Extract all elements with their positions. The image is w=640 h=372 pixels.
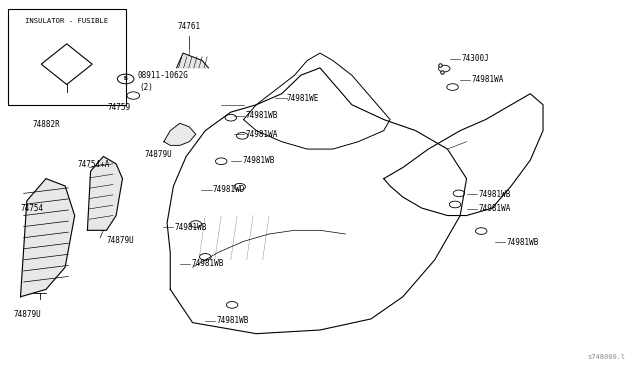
Text: 74981WA: 74981WA [246,130,278,139]
Text: 74879U: 74879U [107,236,134,245]
Text: 74981WB: 74981WB [217,316,249,325]
Text: 74882R: 74882R [32,119,60,129]
Text: 74981WA: 74981WA [472,75,504,84]
Text: (2): (2) [140,83,154,92]
Text: 74981WE: 74981WE [287,94,319,103]
Text: 08911-1062G: 08911-1062G [137,71,188,80]
Text: 74981WD: 74981WD [213,185,245,194]
Text: 74981WB: 74981WB [507,238,539,247]
Text: s748000.l: s748000.l [588,353,626,359]
Text: 74981WB: 74981WB [246,111,278,121]
Text: 74981WB: 74981WB [478,190,511,199]
Polygon shape [164,123,196,145]
Polygon shape [20,179,75,297]
Text: 74754+A: 74754+A [77,160,110,169]
Text: INSULATOR - FUSIBLE: INSULATOR - FUSIBLE [25,18,108,24]
Text: 74300J: 74300J [461,54,489,63]
FancyBboxPatch shape [8,9,125,105]
Text: 74981WB: 74981WB [191,259,223,268]
Polygon shape [177,53,209,68]
Text: 74761: 74761 [178,22,201,31]
Text: 74879U: 74879U [145,150,173,159]
Text: 74981WB: 74981WB [175,223,207,232]
Text: 74754: 74754 [20,203,44,213]
Text: B: B [124,76,127,81]
Text: 74981WA: 74981WA [478,204,511,214]
Text: 74759: 74759 [108,103,131,112]
Polygon shape [88,157,122,230]
Text: 74879U: 74879U [13,310,41,319]
Text: 74981WB: 74981WB [243,156,275,166]
